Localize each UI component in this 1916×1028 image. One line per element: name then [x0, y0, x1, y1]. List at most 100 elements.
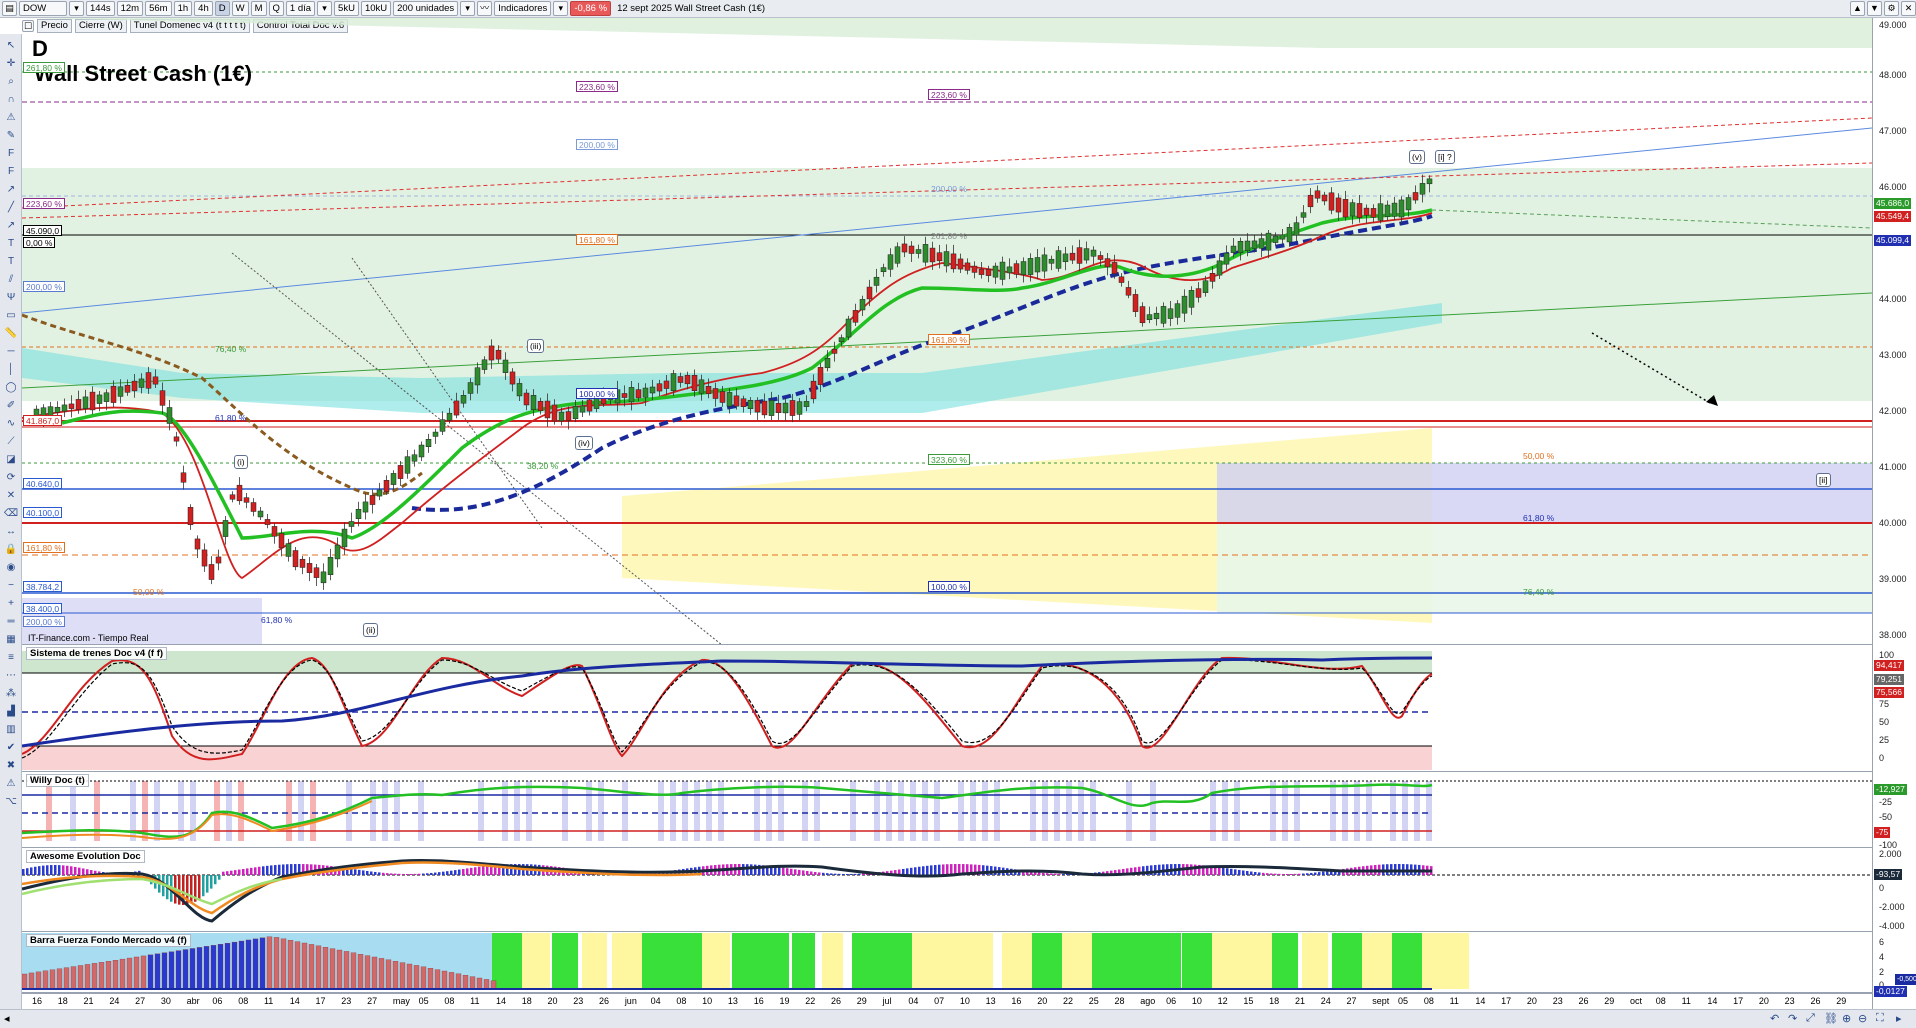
- trendline-icon[interactable]: ╱: [7, 202, 15, 213]
- text-tool2-icon[interactable]: T: [7, 256, 15, 267]
- range-selector[interactable]: 1 día: [285, 1, 316, 16]
- scatter-icon[interactable]: ⁂: [6, 688, 16, 699]
- ruler-icon[interactable]: 📏: [4, 328, 18, 339]
- chevron-down-icon[interactable]: ▾: [69, 1, 84, 16]
- price-pane[interactable]: D Wall Street Cash (1€) IT-Finance.com -…: [22, 18, 1872, 645]
- scroll-right-icon[interactable]: ▸: [1896, 1013, 1902, 1025]
- chevron-down-icon[interactable]: ▾: [317, 1, 333, 16]
- arrow-tool-icon[interactable]: ↗: [6, 184, 16, 195]
- text-tool-icon[interactable]: T: [7, 238, 15, 249]
- chevron-down-icon[interactable]: ▾: [553, 1, 569, 16]
- tick-10ku[interactable]: 10kU: [360, 1, 392, 16]
- menu-icon[interactable]: ▤: [2, 1, 17, 16]
- settings-icon[interactable]: ⚙: [1884, 1, 1899, 16]
- close-icon[interactable]: ✕: [1901, 1, 1916, 16]
- barra-canvas[interactable]: [22, 933, 1872, 993]
- hline-icon[interactable]: ═: [7, 616, 15, 627]
- magnet-icon[interactable]: ∩: [7, 94, 15, 105]
- scroll-left-icon[interactable]: ◂: [4, 1013, 10, 1025]
- barra-pane[interactable]: Barra Fuerza Fondo Mercado v4 (f): [22, 933, 1872, 993]
- fullscreen-icon[interactable]: ⛶: [1876, 1012, 1884, 1024]
- redo-icon[interactable]: ↷: [1788, 1013, 1798, 1025]
- bars-icon[interactable]: ▥: [6, 724, 16, 735]
- fibonacci-ext-icon[interactable]: F: [7, 166, 15, 177]
- polyline-icon[interactable]: ⟋: [7, 436, 15, 447]
- period-w[interactable]: W: [231, 1, 249, 16]
- pitchfork-icon[interactable]: Ψ: [6, 292, 16, 303]
- cycle-icon[interactable]: ⟳: [6, 472, 16, 483]
- eraser-icon[interactable]: ⌫: [3, 508, 19, 519]
- willy-pane[interactable]: Willy Doc (t): [22, 773, 1872, 848]
- wave-label-i[interactable]: (i): [234, 455, 248, 469]
- trenes-canvas[interactable]: [22, 646, 1872, 772]
- link-icon[interactable]: ⛓: [1824, 1013, 1838, 1025]
- zoom-icon[interactable]: ⌕: [8, 76, 14, 87]
- willy-shade-bar: [1030, 781, 1036, 841]
- price-chart-canvas[interactable]: [22, 18, 1872, 645]
- period-1h[interactable]: 1h: [173, 1, 193, 16]
- checkbox-icon[interactable]: ☐: [22, 20, 34, 32]
- eye-icon[interactable]: ◉: [6, 562, 16, 573]
- lock-icon[interactable]: 🔒: [4, 544, 18, 555]
- period-56m[interactable]: 56m: [145, 1, 172, 16]
- warning-icon[interactable]: ⚠: [6, 778, 16, 789]
- wave-label-iii[interactable]: (iii): [527, 339, 545, 353]
- ellipse-icon[interactable]: ◯: [5, 382, 17, 393]
- period-m[interactable]: M: [250, 1, 267, 16]
- plus-icon[interactable]: +: [8, 598, 14, 609]
- undo-icon[interactable]: ↶: [1770, 1013, 1780, 1025]
- period-q[interactable]: Q: [268, 1, 284, 16]
- chip-precio[interactable]: Precio: [37, 19, 72, 33]
- vertical-line-icon[interactable]: │: [7, 364, 15, 375]
- expand-icon[interactable]: ⤢: [1806, 1012, 1815, 1024]
- arrow-up-icon[interactable]: ▲: [1850, 1, 1865, 16]
- period-d[interactable]: D: [214, 1, 230, 16]
- tick-5ku[interactable]: 5kU: [334, 1, 359, 16]
- ray-icon[interactable]: ↗: [6, 220, 16, 231]
- indicators-button[interactable]: Indicadores: [494, 1, 552, 16]
- price-axis[interactable]: 49.000 48.000 47.000 46.000 45.000 44.00…: [1872, 18, 1916, 1028]
- channel-icon[interactable]: ⫽: [8, 274, 14, 285]
- horizontal-line-icon[interactable]: ─: [7, 346, 15, 357]
- list-icon[interactable]: ≡: [8, 652, 14, 663]
- time-axis[interactable]: 16 18 21 24 27 30 abr 06 08 11 14 17 23 27 may 05 08 11 14…: [22, 993, 1872, 1008]
- awesome-pane[interactable]: Awesome Evolution Doc: [22, 849, 1872, 932]
- wave-label-v[interactable]: (v): [1409, 150, 1425, 164]
- dots-icon[interactable]: ⋯: [6, 670, 16, 681]
- period-12m[interactable]: 12m: [116, 1, 144, 16]
- measure-icon[interactable]: ↔: [6, 526, 16, 537]
- arrow-down-icon[interactable]: ▼: [1867, 1, 1882, 16]
- wave-label-iv[interactable]: (iv): [575, 436, 593, 450]
- candle-body: [292, 550, 299, 568]
- fork-icon[interactable]: ⌥: [5, 796, 17, 807]
- wave-label-ii-bracket[interactable]: [ii]: [1816, 473, 1831, 487]
- zoom-in-icon[interactable]: ⊕: [1842, 1013, 1852, 1025]
- rectangle-icon[interactable]: ▭: [6, 310, 16, 321]
- chevron-down-icon[interactable]: ▾: [460, 1, 476, 16]
- brush-icon[interactable]: ✐: [6, 400, 16, 411]
- indicators-icon[interactable]: 〰: [477, 1, 493, 16]
- cursor-icon[interactable]: ↖: [6, 40, 16, 51]
- grid-icon[interactable]: ▦: [6, 634, 16, 645]
- awesome-canvas[interactable]: [22, 849, 1872, 932]
- chart-icon[interactable]: ▟: [7, 706, 15, 717]
- willy-canvas[interactable]: [22, 773, 1872, 848]
- delete-icon[interactable]: ✖: [6, 760, 16, 771]
- wave-label-i-question[interactable]: [i] ?: [1435, 150, 1455, 164]
- alert-icon[interactable]: ⚠: [6, 112, 16, 123]
- units-selector[interactable]: 200 unidades: [393, 1, 459, 16]
- gann-icon[interactable]: ◪: [6, 454, 16, 465]
- crosshair-icon[interactable]: ✛: [6, 58, 16, 69]
- minus-icon[interactable]: −: [8, 580, 14, 591]
- trenes-pane[interactable]: Sistema de trenes Doc v4 (f f): [22, 646, 1872, 772]
- zoom-out-icon[interactable]: ⊖: [1858, 1013, 1868, 1025]
- period-4h[interactable]: 4h: [194, 1, 213, 16]
- pencil-icon[interactable]: ✎: [6, 130, 16, 141]
- symbol-selector[interactable]: DOW: [19, 1, 67, 16]
- fibonacci-icon[interactable]: F: [7, 148, 15, 159]
- period-144s[interactable]: 144s: [86, 1, 115, 16]
- check-icon[interactable]: ✔: [6, 742, 16, 753]
- wave-icon[interactable]: ∿: [6, 418, 16, 429]
- wave-label-ii[interactable]: (ii): [363, 623, 379, 637]
- cross-icon[interactable]: ✕: [6, 490, 16, 501]
